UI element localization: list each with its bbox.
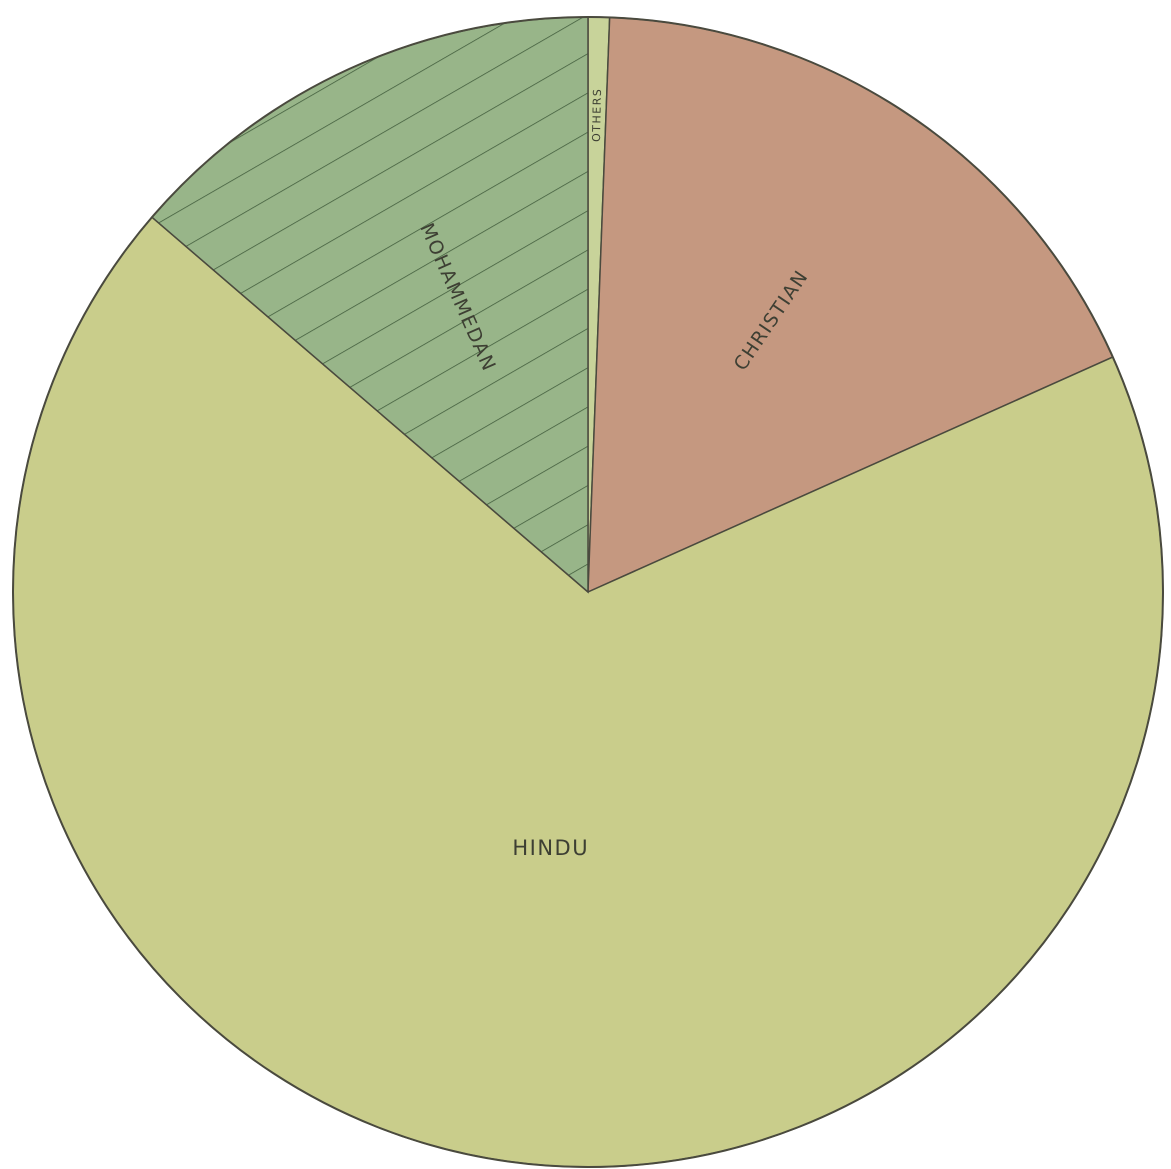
slice-label-others: OTHERS bbox=[590, 88, 604, 142]
pie-outline bbox=[12, 16, 1164, 1168]
pie-slices bbox=[12, 16, 1164, 1168]
slice-label-hindu: HINDU bbox=[512, 836, 589, 860]
